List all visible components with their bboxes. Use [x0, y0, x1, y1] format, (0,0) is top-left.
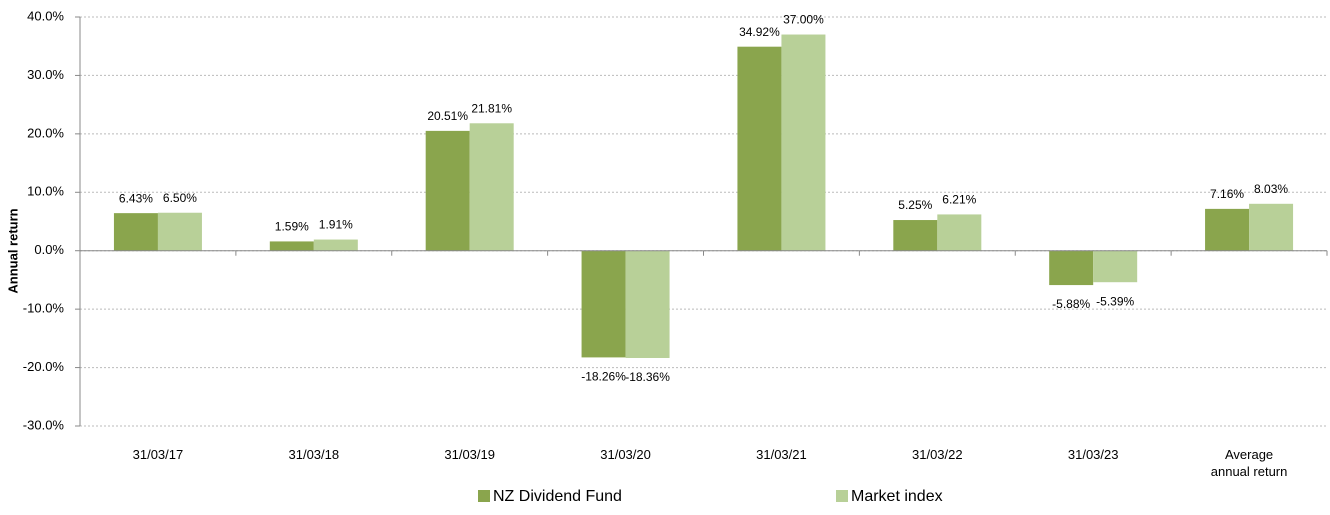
bar	[893, 220, 938, 251]
data-label: -5.88%	[1052, 297, 1090, 311]
x-tick-label: 31/03/18	[288, 447, 340, 462]
bar	[1049, 250, 1094, 286]
bar	[425, 130, 470, 251]
bar	[157, 212, 202, 251]
x-tick-label-box: 31/03/17	[132, 447, 184, 462]
x-tick-label: 31/03/21	[756, 447, 807, 462]
y-tick-label: 40.0%	[27, 8, 64, 23]
x-tick-label-box: 31/03/21	[756, 447, 807, 462]
data-label: 21.81%	[471, 101, 512, 115]
bar	[937, 214, 982, 251]
bar	[581, 250, 626, 358]
bar	[737, 46, 782, 251]
bar	[313, 239, 358, 251]
data-label: 34.92%	[739, 25, 780, 39]
bar	[781, 34, 826, 251]
data-label: 7.16%	[1210, 187, 1244, 201]
y-tick-label: -10.0%	[23, 301, 65, 316]
legend-swatch	[478, 490, 490, 502]
data-label: -18.36%	[625, 370, 670, 384]
x-tick-label: 31/03/23	[1067, 447, 1119, 462]
x-tick-label: 31/03/17	[132, 447, 184, 462]
bar	[269, 241, 314, 251]
y-tick-label: 30.0%	[27, 67, 64, 82]
x-tick-label: 31/03/19	[444, 447, 495, 462]
bar	[113, 213, 158, 251]
x-tick-label-box: Average annual return	[1210, 447, 1288, 479]
data-label: 1.59%	[275, 220, 309, 234]
data-label: 1.91%	[319, 218, 353, 232]
data-label: 37.00%	[783, 13, 824, 27]
data-label: -5.39%	[1096, 294, 1134, 308]
x-tick-label: 31/03/20	[600, 447, 651, 462]
y-tick-label: -20.0%	[23, 359, 65, 374]
y-axis-title: Annual return	[5, 208, 20, 293]
x-tick-label: Average annual return	[1210, 447, 1288, 479]
x-tick-label-box: 31/03/22	[912, 447, 963, 462]
x-tick-label-box: 31/03/20	[600, 447, 651, 462]
bar	[469, 123, 514, 251]
data-label: -18.26%	[581, 370, 626, 384]
x-tick-label-box: 31/03/19	[444, 447, 495, 462]
bar	[625, 250, 670, 358]
data-label: 20.51%	[427, 109, 468, 123]
data-label: 6.50%	[163, 191, 197, 205]
data-label: 6.43%	[119, 191, 153, 205]
bar	[1249, 203, 1294, 251]
y-tick-label: 10.0%	[27, 184, 64, 199]
y-tick-label: 20.0%	[27, 125, 64, 140]
y-tick-label: 0.0%	[34, 242, 64, 257]
y-tick-label: -30.0%	[23, 417, 65, 432]
bar	[1093, 250, 1138, 283]
x-tick-label: 31/03/22	[912, 447, 963, 462]
legend-label: NZ Dividend Fund	[493, 488, 622, 505]
data-label: 6.21%	[942, 193, 976, 207]
bar	[1205, 208, 1250, 251]
data-label: 5.25%	[898, 198, 932, 212]
x-tick-label-box: 31/03/23	[1067, 447, 1119, 462]
legend-label: Market index	[851, 488, 943, 505]
x-tick-label-box: 31/03/18	[288, 447, 340, 462]
legend-swatch	[836, 490, 848, 502]
data-label: 8.03%	[1254, 182, 1288, 196]
